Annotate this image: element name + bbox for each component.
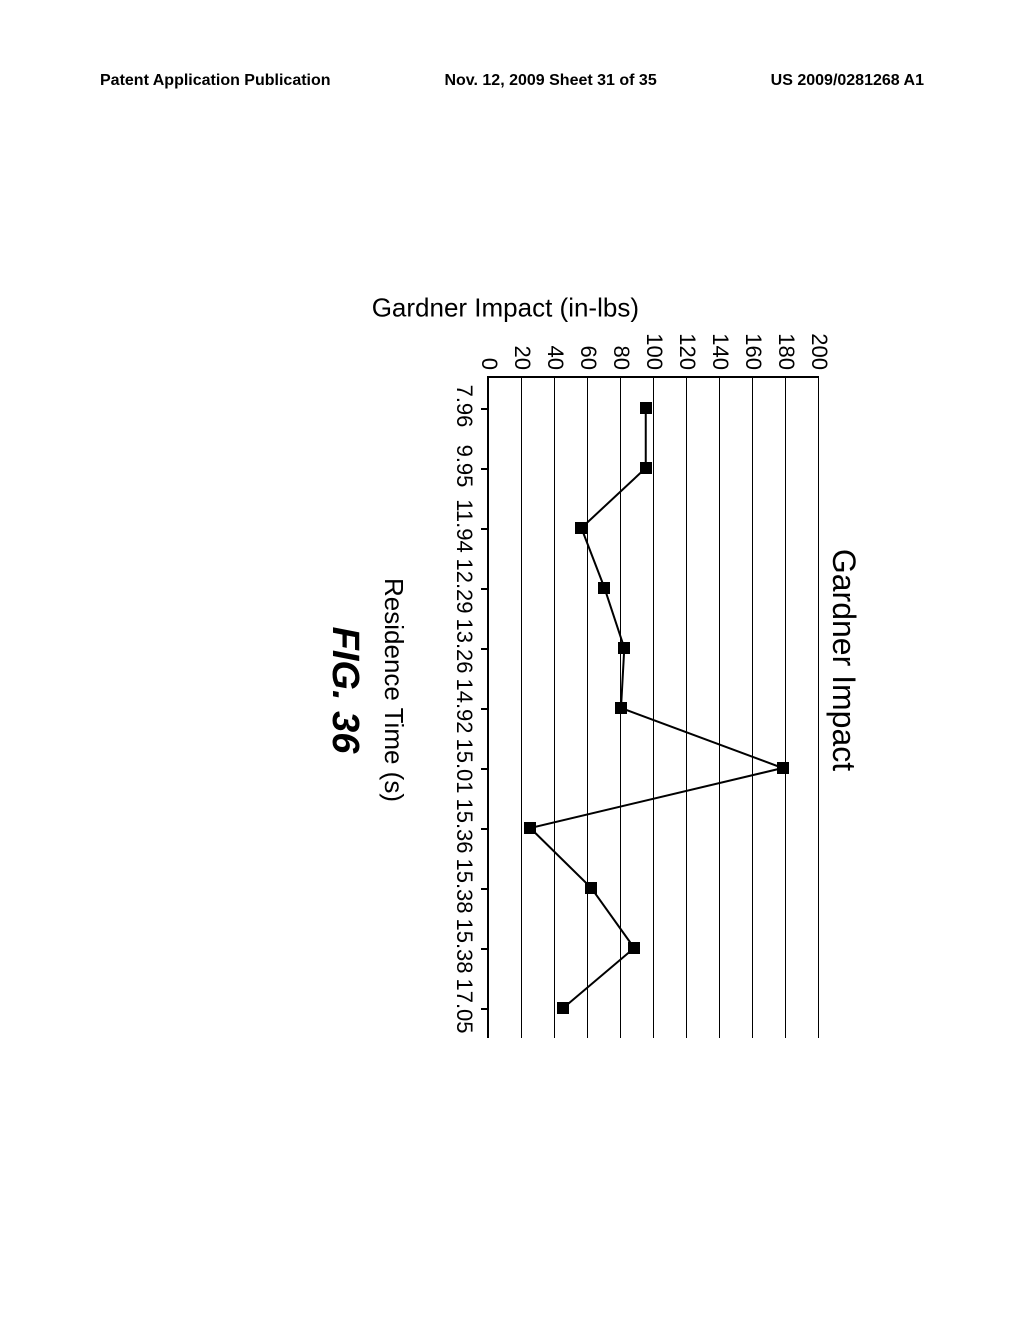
grid-line: [752, 378, 753, 1038]
x-tick-label: 14.92: [451, 678, 477, 733]
data-point: [777, 762, 789, 774]
x-tick: [481, 888, 489, 890]
grid-line: [818, 378, 819, 1038]
x-tick: [481, 528, 489, 530]
chart-box: Gardner Impact (in-lbs) 0204060801001201…: [459, 320, 819, 1060]
grid-line: [686, 378, 687, 1038]
grid-line: [521, 378, 522, 1038]
x-tick-label: 9.95: [451, 445, 477, 488]
y-tick-label: 80: [608, 320, 634, 370]
y-axis-label: Gardner Impact (in-lbs): [372, 293, 639, 324]
data-point: [640, 402, 652, 414]
x-tick: [481, 468, 489, 470]
header-right: US 2009/0281268 A1: [771, 72, 924, 90]
header-center: Nov. 12, 2009 Sheet 31 of 35: [444, 72, 656, 90]
data-point: [615, 702, 627, 714]
x-tick-label: 13.26: [451, 618, 477, 673]
grid-line: [653, 378, 654, 1038]
x-tick: [481, 408, 489, 410]
x-tick-label: 15.36: [451, 798, 477, 853]
data-point: [640, 462, 652, 474]
data-point: [524, 822, 536, 834]
x-tick-label: 11.94: [451, 499, 477, 552]
x-axis-label: Residence Time (s): [378, 320, 409, 1060]
y-tick-label: 160: [740, 320, 766, 370]
y-tick-label: 140: [707, 320, 733, 370]
x-tick: [481, 828, 489, 830]
data-point: [599, 582, 611, 594]
y-tick-label: 20: [509, 320, 535, 370]
y-tick-label: 100: [641, 320, 667, 370]
y-tick-label: 180: [773, 320, 799, 370]
x-tick-label: 15.38: [451, 858, 477, 913]
figure-caption: FIG. 36: [323, 320, 366, 1060]
chart-container: Gardner Impact Gardner Impact (in-lbs) 0…: [162, 210, 862, 1110]
x-tick-label: 15.01: [451, 738, 477, 793]
grid-line: [587, 378, 588, 1038]
y-tick-label: 0: [476, 320, 502, 370]
x-tick: [481, 1008, 489, 1010]
data-line-svg: [489, 378, 819, 1038]
header-left: Patent Application Publication: [100, 72, 331, 90]
x-tick-label: 12.29: [451, 558, 477, 613]
x-tick: [481, 648, 489, 650]
grid-line: [554, 378, 555, 1038]
y-tick-label: 120: [674, 320, 700, 370]
data-point: [575, 522, 587, 534]
x-tick: [481, 588, 489, 590]
y-tick-label: 60: [575, 320, 601, 370]
x-tick-label: 7.96: [451, 385, 477, 428]
x-tick: [481, 768, 489, 770]
plot-area: [487, 376, 819, 1038]
data-line: [530, 408, 782, 1008]
data-point: [585, 882, 597, 894]
data-point: [628, 942, 640, 954]
x-tick: [481, 708, 489, 710]
data-point: [618, 642, 630, 654]
x-tick-label: 17.05: [451, 978, 477, 1033]
grid-line: [785, 378, 786, 1038]
y-tick-label: 200: [806, 320, 832, 370]
grid-line: [719, 378, 720, 1038]
data-point: [557, 1002, 569, 1014]
x-tick-label: 15.38: [451, 918, 477, 973]
x-tick: [481, 948, 489, 950]
y-tick-label: 40: [542, 320, 568, 370]
